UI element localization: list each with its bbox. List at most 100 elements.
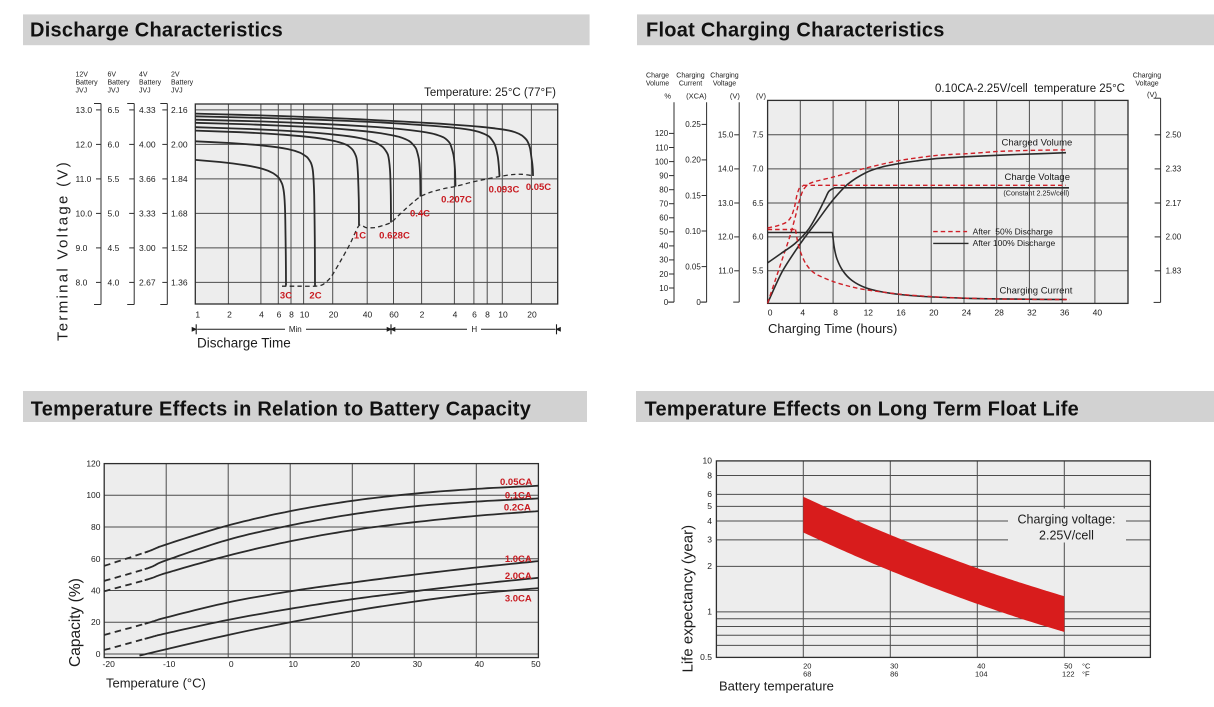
svg-text:5.5: 5.5 — [108, 174, 120, 184]
svg-text:40: 40 — [659, 242, 668, 251]
svg-text:11.0: 11.0 — [718, 267, 734, 276]
svg-text:1.84: 1.84 — [171, 174, 188, 184]
svg-text:0.5: 0.5 — [700, 652, 712, 662]
svg-text:(V): (V) — [730, 92, 741, 101]
svg-text:30: 30 — [659, 256, 668, 265]
svg-text:10: 10 — [659, 284, 668, 293]
svg-text:104: 104 — [975, 669, 988, 678]
svg-text:4: 4 — [453, 310, 458, 320]
svg-text:Temperature Effects in Relatio: Temperature Effects in Relation to Batte… — [31, 399, 532, 421]
svg-text:86: 86 — [890, 669, 898, 678]
svg-text:6: 6 — [277, 310, 282, 320]
svg-text:6.0: 6.0 — [752, 233, 764, 242]
svg-text:4: 4 — [800, 308, 805, 318]
svg-text:36: 36 — [1060, 308, 1070, 318]
svg-text:2.00: 2.00 — [1166, 233, 1182, 242]
svg-text:Charging: Charging — [676, 72, 705, 79]
svg-text:4V: 4V — [139, 71, 148, 78]
svg-text:Charging Current: Charging Current — [1000, 286, 1073, 297]
svg-text:Discharge Time: Discharge Time — [197, 336, 291, 351]
svg-text:2.50: 2.50 — [1166, 131, 1182, 140]
svg-text:Terminal Voltage (V): Terminal Voltage (V) — [55, 160, 72, 341]
svg-text:13.0: 13.0 — [76, 105, 93, 115]
svg-text:20: 20 — [527, 310, 537, 320]
svg-text:6.5: 6.5 — [752, 199, 764, 208]
svg-text:40: 40 — [977, 661, 985, 670]
svg-text:3C: 3C — [280, 291, 292, 302]
svg-text:70: 70 — [659, 200, 668, 209]
svg-text:4.5: 4.5 — [108, 243, 120, 253]
svg-text:Float Charging Characteristics: Float Charging Characteristics — [646, 20, 945, 42]
svg-text:Battery: Battery — [171, 80, 194, 87]
svg-text:Charging: Charging — [1133, 72, 1162, 79]
svg-text:40: 40 — [91, 586, 101, 596]
svg-text:4.0: 4.0 — [108, 277, 120, 287]
svg-text:28: 28 — [994, 308, 1004, 318]
svg-text:2.25V/cell: 2.25V/cell — [1039, 529, 1094, 543]
svg-text:H: H — [471, 325, 477, 334]
svg-text:1.0CA: 1.0CA — [505, 554, 532, 565]
svg-text:20: 20 — [803, 661, 811, 670]
svg-text:0: 0 — [664, 298, 669, 307]
svg-text:Charging Time (hours): Charging Time (hours) — [768, 321, 897, 336]
svg-text:Voltage: Voltage — [1135, 81, 1158, 88]
svg-text:Charged Volume: Charged Volume — [1002, 138, 1073, 149]
svg-text:0.628C: 0.628C — [379, 231, 410, 242]
svg-text:12: 12 — [864, 308, 874, 318]
svg-text:1.68: 1.68 — [171, 208, 188, 218]
svg-text:0.05CA: 0.05CA — [500, 477, 532, 488]
svg-text:8: 8 — [707, 470, 712, 480]
svg-text:2.17: 2.17 — [1166, 199, 1182, 208]
svg-text:Volume: Volume — [646, 81, 669, 88]
svg-text:0.093C: 0.093C — [489, 185, 520, 196]
svg-text:120: 120 — [655, 129, 669, 138]
svg-text:68: 68 — [803, 669, 811, 678]
svg-text:0.15: 0.15 — [685, 191, 701, 200]
svg-text:0.207C: 0.207C — [441, 195, 472, 206]
svg-text:2V: 2V — [171, 71, 180, 78]
svg-text:0: 0 — [696, 298, 701, 307]
svg-text:After 50% Discharge: After 50% Discharge — [973, 226, 1054, 236]
svg-text:6.5: 6.5 — [108, 105, 120, 115]
svg-text:10: 10 — [703, 456, 713, 466]
svg-text:-20: -20 — [103, 659, 116, 669]
svg-text:2.00: 2.00 — [171, 139, 188, 149]
svg-text:14.0: 14.0 — [718, 165, 734, 174]
svg-text:24: 24 — [962, 308, 972, 318]
svg-text:20: 20 — [351, 659, 361, 669]
svg-text:40: 40 — [363, 310, 373, 320]
svg-text:Temperature Effects on Long Te: Temperature Effects on Long Term Float L… — [645, 399, 1080, 421]
svg-text:Voltage: Voltage — [713, 81, 736, 88]
svg-text:1.52: 1.52 — [171, 243, 188, 253]
svg-text:9.0: 9.0 — [76, 243, 88, 253]
svg-text:JVJ: JVJ — [171, 88, 183, 95]
svg-text:3.33: 3.33 — [139, 208, 156, 218]
svg-text:90: 90 — [659, 171, 668, 180]
svg-text:Battery: Battery — [76, 80, 99, 87]
svg-text:°F: °F — [1082, 669, 1090, 678]
svg-text:2C: 2C — [309, 291, 321, 302]
svg-text:50: 50 — [531, 659, 541, 669]
svg-text:2: 2 — [227, 310, 232, 320]
svg-text:20: 20 — [329, 310, 339, 320]
svg-text:100: 100 — [86, 490, 100, 500]
svg-text:3.66: 3.66 — [139, 174, 156, 184]
svg-text:0.05: 0.05 — [685, 262, 701, 271]
svg-text:Charge: Charge — [646, 72, 669, 79]
svg-text:Battery temperature: Battery temperature — [719, 679, 834, 694]
svg-text:0.25: 0.25 — [685, 120, 701, 129]
svg-text:20: 20 — [91, 617, 101, 627]
svg-text:6: 6 — [707, 489, 712, 499]
svg-text:2: 2 — [707, 561, 712, 571]
svg-text:3.0CA: 3.0CA — [505, 593, 532, 604]
svg-text:110: 110 — [655, 143, 668, 152]
svg-text:6.0: 6.0 — [108, 139, 120, 149]
svg-text:50: 50 — [659, 228, 668, 237]
svg-text:Battery: Battery — [139, 80, 162, 87]
svg-text:30: 30 — [890, 661, 898, 670]
svg-text:Temperature: 25°C (77°F): Temperature: 25°C (77°F) — [424, 87, 556, 99]
svg-text:4.00: 4.00 — [139, 139, 156, 149]
svg-text:(Constant 2.25v/cell): (Constant 2.25v/cell) — [1003, 189, 1069, 198]
svg-text:80: 80 — [91, 522, 101, 532]
svg-text:4.33: 4.33 — [139, 105, 156, 115]
